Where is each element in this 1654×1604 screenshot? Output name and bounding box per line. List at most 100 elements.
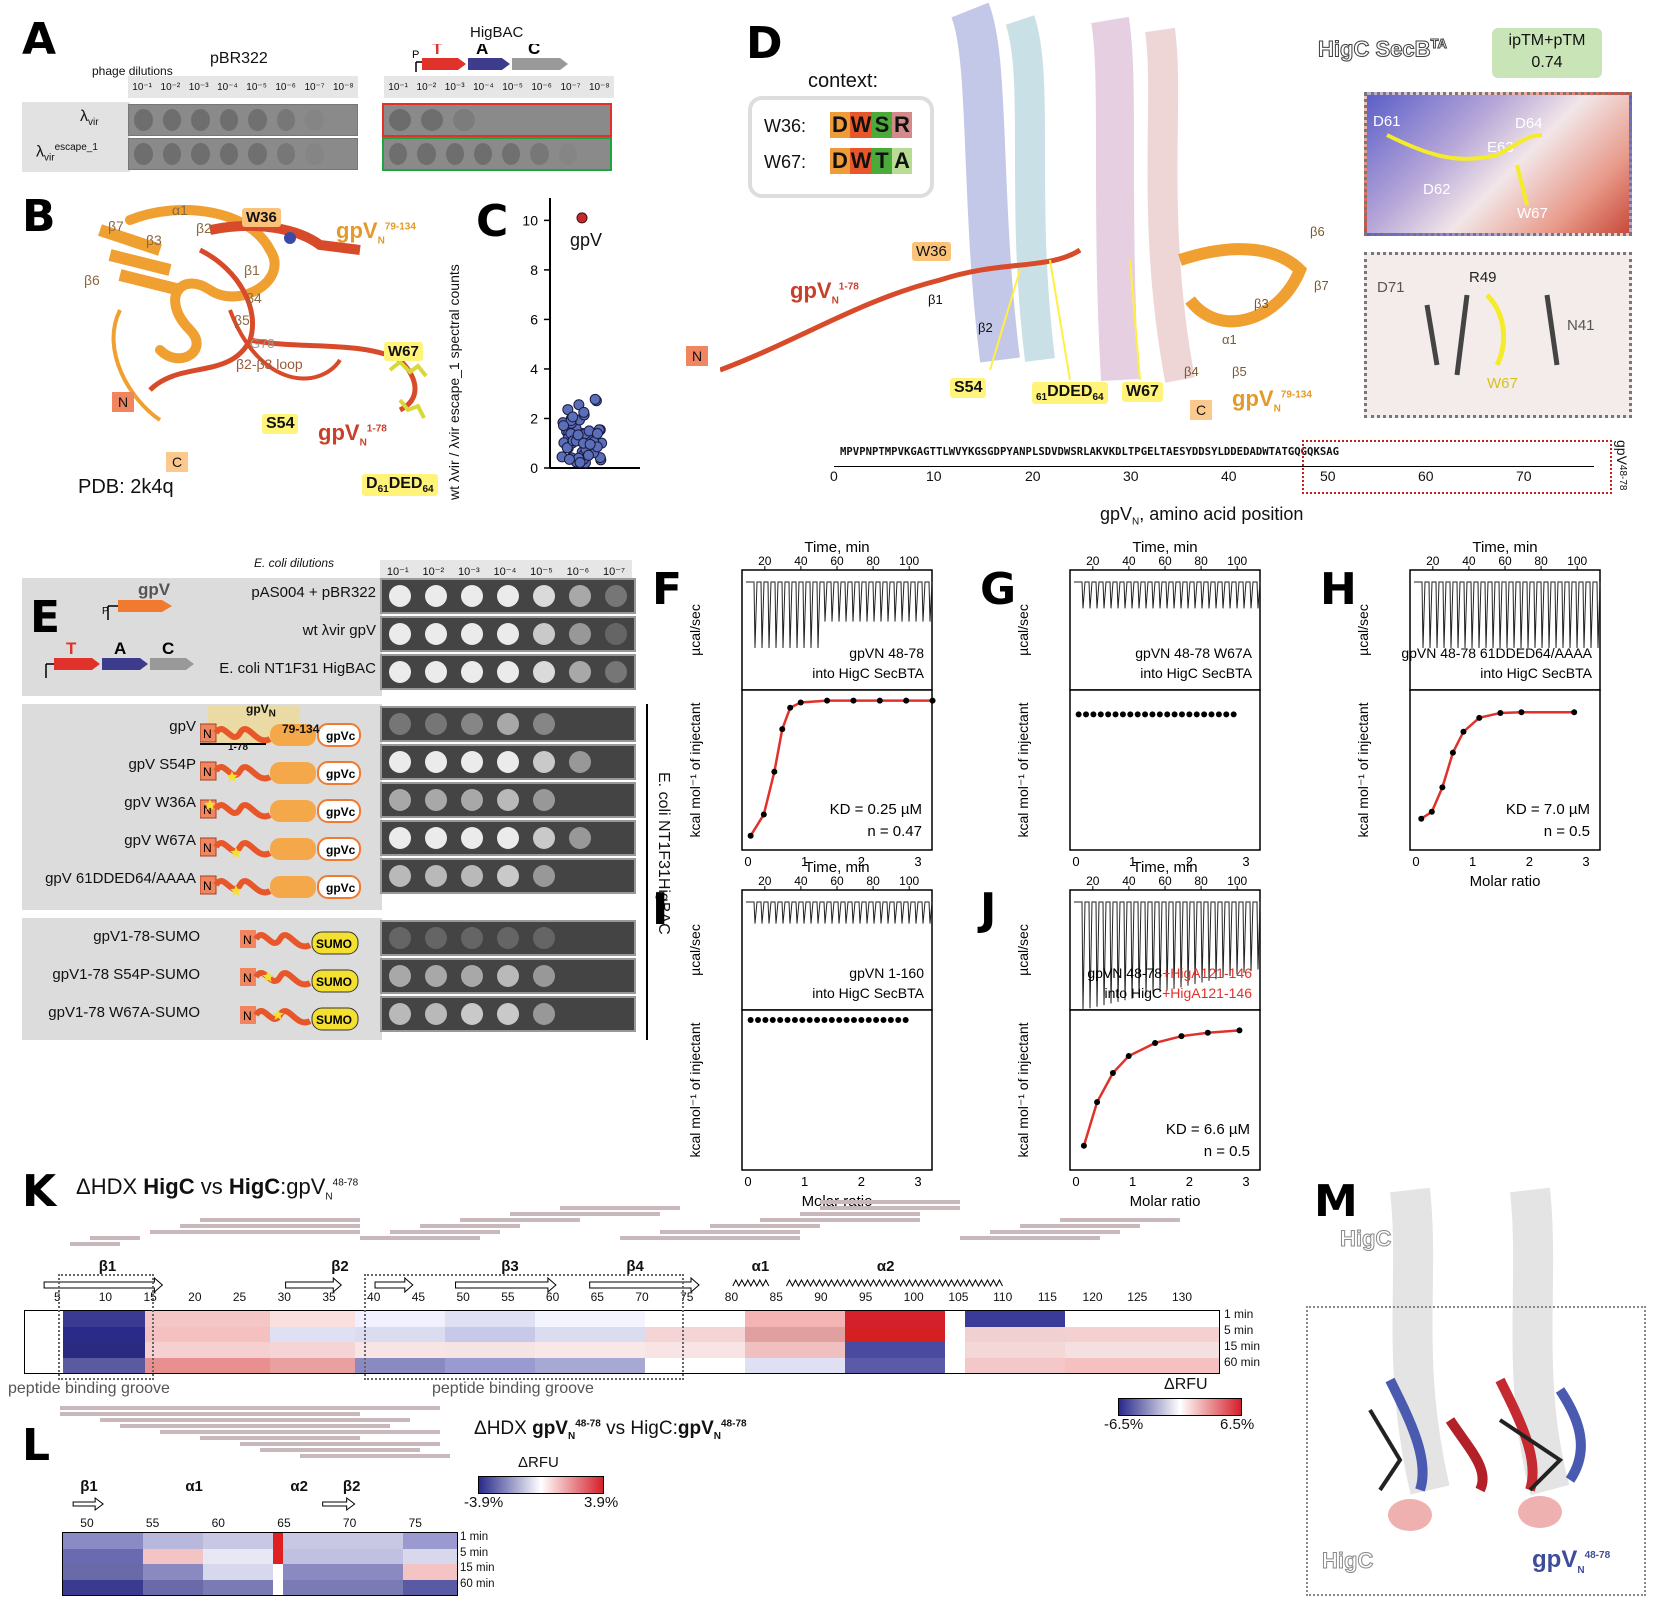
panel-b-label: B [22, 191, 56, 242]
e-n-text: N [243, 971, 252, 985]
e-colony-spot [533, 585, 555, 607]
d-beta3: β3 [1254, 296, 1269, 311]
e-gpvn-1-78-wave [213, 764, 272, 782]
itc-data-point [1223, 711, 1230, 718]
s: 48-78 [721, 1418, 747, 1430]
e-colony-spot [533, 827, 555, 849]
k-heat-cell [845, 1357, 945, 1373]
s: 48-78 [1617, 464, 1628, 491]
itc-title-line2: into HigC+HigA121-146 [1105, 985, 1253, 1001]
e-plate-row [380, 654, 636, 690]
k-xtick: 50 [456, 1290, 470, 1304]
dil: 10⁻⁸ [589, 81, 610, 93]
inset1-w67: W67 [1517, 205, 1548, 222]
itc-data-point [1571, 709, 1578, 716]
e-row-ctrl1: pAS004 + pBR322 [251, 584, 376, 601]
dil: 10⁻⁵ [502, 81, 523, 93]
e-mutation-star [226, 771, 238, 782]
itc-xtick-label: 1 [1129, 854, 1136, 869]
itc-xlabel: Molar ratio [1130, 1193, 1201, 1210]
t: , amino acid position [1139, 504, 1304, 524]
itc-kd: KD = 7.0 µM [1506, 801, 1590, 818]
k-peptide-coverage [70, 1200, 1180, 1246]
b-loop-label: β2-β3 loop [236, 356, 303, 372]
k-xtick: 20 [188, 1290, 202, 1304]
k-peptide [960, 1236, 1100, 1240]
s: N [268, 708, 276, 720]
tick: 10 [926, 468, 942, 484]
higbac-title: HigBAC [470, 24, 524, 41]
e-sumo-cartoons: N SUMO N SUMO N SUMO [240, 930, 359, 1031]
l-heat-cell [403, 1579, 457, 1595]
panel-g-label: G [980, 564, 1017, 615]
e-gpvc-block [317, 761, 361, 785]
e-colony-spot [497, 623, 519, 645]
k-heat-cell [270, 1357, 355, 1373]
c-ytick-label: 2 [530, 410, 538, 426]
k-heat-cell [845, 1342, 945, 1358]
k-peptide [180, 1224, 360, 1228]
d-inset-surface: D61 E63 D64 D62 W67 [1364, 92, 1632, 236]
k-peptide [620, 1236, 800, 1240]
l-peptide [160, 1430, 440, 1434]
score-value: 0.74 [1531, 54, 1563, 71]
b-s54-tag: S54 [262, 414, 299, 434]
e-colony-spot [425, 623, 447, 645]
e-side-label: E. coli NT1F31HigBAC [655, 772, 672, 935]
l-heat-cell [143, 1579, 203, 1595]
e-colony-spot [605, 927, 627, 949]
k-title: ΔHDX HigC vs HigC:gpVN48-78 [76, 1174, 358, 1202]
s: N [1577, 1564, 1585, 1576]
higbac-operon-diagram: P T A C [412, 44, 568, 72]
k-heat-cell [355, 1342, 445, 1358]
k-sse-label: β4 [626, 1258, 644, 1275]
s: N [1273, 403, 1281, 415]
e-colony-spot [389, 713, 411, 735]
time: 60 min [1224, 1355, 1261, 1369]
e-colony-spot [497, 865, 519, 887]
l-heat-cell [273, 1548, 283, 1564]
e-gpvc-text: gpVc [326, 843, 356, 857]
e-gpvc-text: gpVc [326, 729, 356, 743]
b-beta7: β7 [108, 218, 124, 234]
k-heat-cell [355, 1311, 445, 1327]
d-sequence-box [1302, 440, 1612, 494]
itc-time-label: Time, min [1472, 539, 1537, 556]
k-peptide [760, 1218, 920, 1222]
b-pdb-id: PDB: 2k4q [78, 476, 174, 498]
e-colony-spot [605, 623, 627, 645]
e-colony-spot [569, 789, 591, 811]
e-colony-spot [461, 751, 483, 773]
itc-n: n = 0.5 [1544, 823, 1590, 840]
k-peptide [390, 1230, 500, 1234]
itc-ylabel-top: µcal/sec [1015, 604, 1031, 656]
itc-xtick-label: 2 [1186, 854, 1193, 869]
higbac-dilution-header: 10⁻¹ 10⁻² 10⁻³ 10⁻⁴ 10⁻⁵ 10⁻⁶ 10⁻⁷ 10⁻⁸ [384, 76, 614, 98]
e-higbac-operon: T A C [45, 640, 194, 678]
d-gpvn-1-78: gpVN 1-78 [790, 278, 859, 306]
b-beta2: β2 [196, 220, 212, 236]
e-colony-spot [461, 661, 483, 683]
panel-k-label: K [22, 1166, 57, 1217]
l-xtick: 60 [211, 1516, 225, 1530]
k-xtick: 55 [501, 1290, 515, 1304]
s: 79-134 [1280, 389, 1312, 401]
e-colony-spot [605, 789, 627, 811]
e-gpvn-1-78-wave [213, 726, 272, 744]
ctx-letter: T [872, 148, 892, 174]
itc-data-point [777, 1017, 784, 1023]
k-heat-cell [965, 1311, 1065, 1327]
e-plate-row [380, 920, 636, 956]
l-secondary-structure [72, 1497, 356, 1511]
itc-data-point [1152, 1039, 1159, 1046]
itc-bottom-frame [1069, 1009, 1261, 1171]
dil: 10⁻¹ [386, 565, 409, 578]
panel-h-label: H [1320, 564, 1357, 615]
e-colony-spot [425, 661, 447, 683]
tick: 20 [1025, 468, 1041, 484]
e-n-box [240, 930, 256, 948]
k-xtick: 100 [903, 1290, 924, 1304]
